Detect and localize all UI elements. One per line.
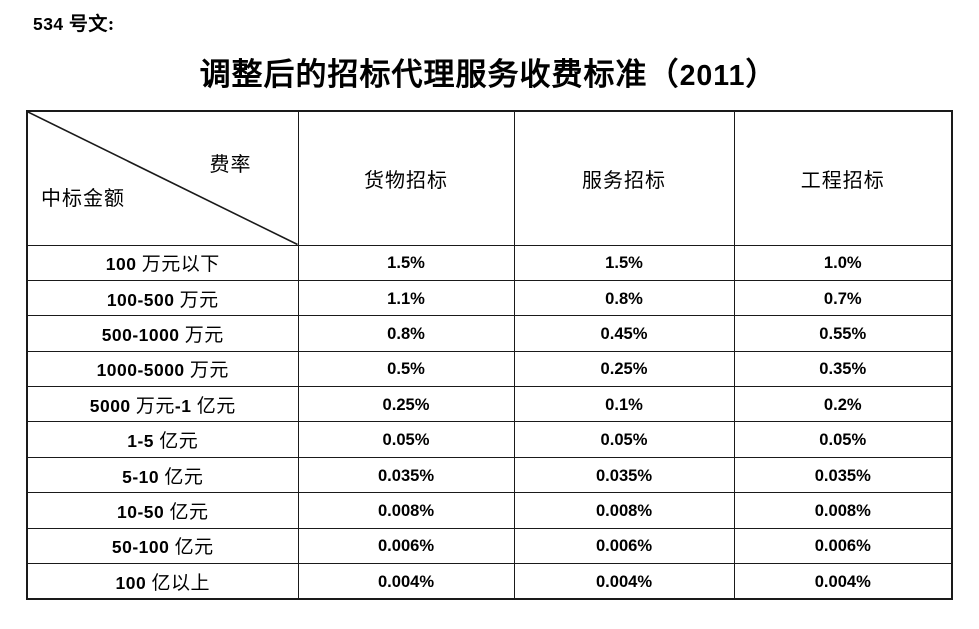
- table-row: 5000 万元-1 亿元 0.25% 0.1% 0.2%: [26, 386, 953, 423]
- table-row: 1-5 亿元 0.05% 0.05% 0.05%: [26, 421, 953, 458]
- corner-label-award-amount: 中标金额: [41, 187, 125, 210]
- fee-table: 费率 中标金额 货物招标 服务招标 工程招标 100 万元以下 1.5% 1.5% 1…: [26, 110, 953, 600]
- fee-rate-value: 0.7%: [733, 279, 953, 317]
- row-label-amount-range: 5-10 亿元: [26, 456, 299, 494]
- fee-rate-value: 0.2%: [733, 386, 953, 423]
- column-header-services: 服务招标: [513, 110, 735, 246]
- fee-rate-value: 0.035%: [297, 456, 515, 494]
- row-label-amount-range: 100 亿以上: [26, 563, 299, 600]
- row-label-amount-range: 1-5 亿元: [26, 421, 299, 458]
- column-header-goods: 货物招标: [297, 110, 515, 246]
- fee-rate-value: 0.008%: [733, 492, 953, 529]
- fee-rate-value: 0.45%: [513, 315, 735, 352]
- fee-rate-value: 0.006%: [733, 527, 953, 565]
- fee-rate-value: 0.008%: [297, 492, 515, 529]
- fee-rate-value: 1.5%: [513, 244, 735, 281]
- table-row: 100 万元以下 1.5% 1.5% 1.0%: [26, 244, 953, 281]
- row-label-amount-range: 100-500 万元: [26, 279, 299, 317]
- fee-rate-value: 0.035%: [733, 456, 953, 494]
- fee-rate-value: 0.035%: [513, 456, 735, 494]
- fee-rate-value: 0.006%: [297, 527, 515, 565]
- table-row: 50-100 亿元 0.006% 0.006% 0.006%: [26, 527, 953, 565]
- row-label-amount-range: 10-50 亿元: [26, 492, 299, 529]
- fee-rate-value: 0.8%: [513, 279, 735, 317]
- table-row: 500-1000 万元 0.8% 0.45% 0.55%: [26, 315, 953, 352]
- fee-rate-value: 0.55%: [733, 315, 953, 352]
- fee-rate-value: 0.25%: [513, 350, 735, 388]
- fee-rate-value: 1.5%: [297, 244, 515, 281]
- fee-rate-value: 0.05%: [297, 421, 515, 458]
- fee-rate-value: 0.5%: [297, 350, 515, 388]
- fee-rate-value: 0.006%: [513, 527, 735, 565]
- corner-header-cell: 费率 中标金额: [26, 110, 299, 246]
- row-label-amount-range: 500-1000 万元: [26, 315, 299, 352]
- doc-number-label: 534 号文:: [33, 14, 115, 35]
- fee-rate-value: 0.004%: [297, 563, 515, 600]
- table-header-row: 费率 中标金额 货物招标 服务招标 工程招标: [26, 110, 953, 246]
- fee-rate-value: 0.05%: [733, 421, 953, 458]
- table-row: 10-50 亿元 0.008% 0.008% 0.008%: [26, 492, 953, 529]
- table-row: 1000-5000 万元 0.5% 0.25% 0.35%: [26, 350, 953, 388]
- fee-rate-value: 0.004%: [733, 563, 953, 600]
- fee-rate-value: 1.1%: [297, 279, 515, 317]
- fee-rate-value: 0.1%: [513, 386, 735, 423]
- fee-rate-value: 1.0%: [733, 244, 953, 281]
- fee-rate-value: 0.008%: [513, 492, 735, 529]
- fee-rate-value: 0.35%: [733, 350, 953, 388]
- row-label-amount-range: 1000-5000 万元: [26, 350, 299, 388]
- fee-rate-value: 0.25%: [297, 386, 515, 423]
- corner-label-fee-rate: 费率: [209, 154, 252, 176]
- row-label-amount-range: 100 万元以下: [26, 244, 299, 281]
- column-header-engineering: 工程招标: [733, 110, 953, 246]
- fee-table-body: 100 万元以下 1.5% 1.5% 1.0% 100-500 万元 1.1% 0.8% 0.…: [26, 244, 953, 600]
- page-title: 调整后的招标代理服务收费标准（2011）: [199, 57, 778, 92]
- fee-rate-value: 0.8%: [297, 315, 515, 352]
- fee-rate-value: 0.004%: [513, 563, 735, 600]
- row-label-amount-range: 5000 万元-1 亿元: [26, 386, 299, 423]
- fee-rate-value: 0.05%: [513, 421, 735, 458]
- table-row: 100-500 万元 1.1% 0.8% 0.7%: [26, 279, 953, 317]
- row-label-amount-range: 50-100 亿元: [26, 527, 299, 565]
- diagonal-divider-line: [28, 112, 298, 245]
- table-row: 5-10 亿元 0.035% 0.035% 0.035%: [26, 456, 953, 494]
- table-row: 100 亿以上 0.004% 0.004% 0.004%: [26, 563, 953, 600]
